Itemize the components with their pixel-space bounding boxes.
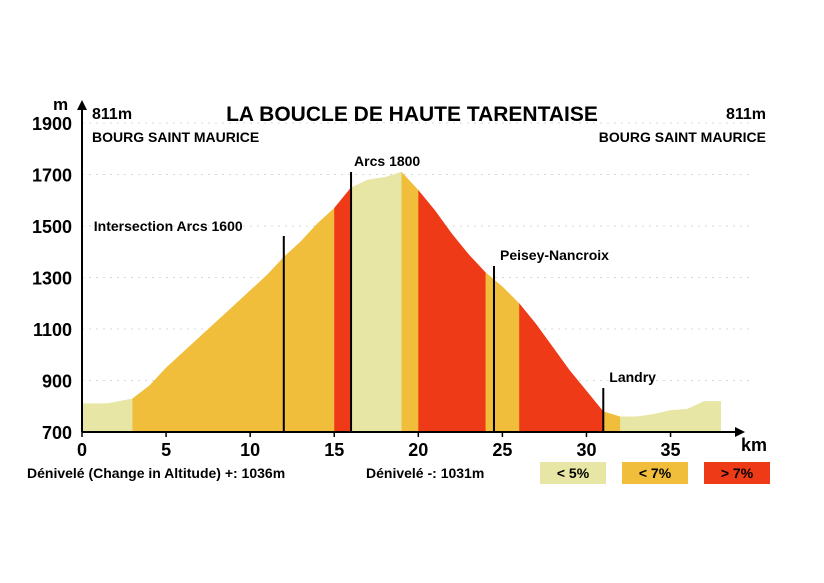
x-tick-label: 10 — [240, 440, 260, 460]
chart-title: LA BOUCLE DE HAUTE TARENTAISE — [226, 103, 598, 126]
grade-segment — [351, 171, 402, 432]
marker-label: Peisey-Nancroix — [500, 247, 609, 263]
y-tick-label: 700 — [42, 423, 72, 443]
y-tick-label: 1500 — [32, 217, 72, 237]
x-tick-label: 20 — [408, 440, 428, 460]
end-altitude: 811m — [726, 106, 766, 123]
waypoint-markers: Intersection Arcs 1600 Arcs 1800 Peisey-Na… — [94, 153, 656, 432]
y-tick-label: 1900 — [32, 114, 72, 134]
marker-label: Landry — [609, 369, 656, 385]
x-tick-label: 15 — [324, 440, 344, 460]
elevation-loss-text: Dénivelé -: 1031m — [366, 465, 484, 481]
legend-item-steep-grade: > 7% — [704, 462, 770, 484]
x-axis-arrow — [735, 427, 745, 437]
elevation-gain-text: Dénivelé (Change in Altitude) +: 1036m — [27, 465, 285, 481]
x-axis-unit: km — [741, 435, 767, 455]
y-axis-ticks: 700 900 1100 1300 1500 1700 1900 — [32, 114, 72, 443]
legend-label-low: < 5% — [556, 465, 590, 481]
legend-label-medium: < 7% — [638, 465, 672, 481]
x-tick-label: 25 — [492, 440, 512, 460]
marker-label: Arcs 1800 — [354, 153, 420, 169]
legend-item-low-grade: < 5% — [540, 462, 606, 484]
x-tick-label: 0 — [77, 440, 87, 460]
x-tick-label: 35 — [661, 440, 681, 460]
grade-segment — [334, 171, 352, 432]
x-axis-ticks: 0 5 10 15 20 25 30 35 — [77, 432, 681, 460]
y-axis-arrow — [77, 100, 87, 110]
marker-label: Intersection Arcs 1600 — [94, 218, 243, 234]
x-tick-label: 30 — [576, 440, 596, 460]
start-altitude: 811m — [92, 106, 132, 123]
y-tick-label: 1100 — [33, 320, 72, 340]
legend-item-medium-grade: < 7% — [622, 462, 688, 484]
legend-label-steep: > 7% — [720, 465, 754, 481]
start-name: BOURG SAINT MAURICE — [92, 129, 259, 145]
x-tick-label: 5 — [161, 440, 171, 460]
y-tick-label: 1300 — [32, 269, 72, 289]
y-tick-label: 1700 — [32, 166, 72, 186]
y-tick-label: 900 — [42, 372, 72, 392]
end-name: BOURG SAINT MAURICE — [599, 129, 766, 145]
y-axis-unit: m — [53, 95, 68, 114]
grade-segment — [401, 171, 419, 432]
